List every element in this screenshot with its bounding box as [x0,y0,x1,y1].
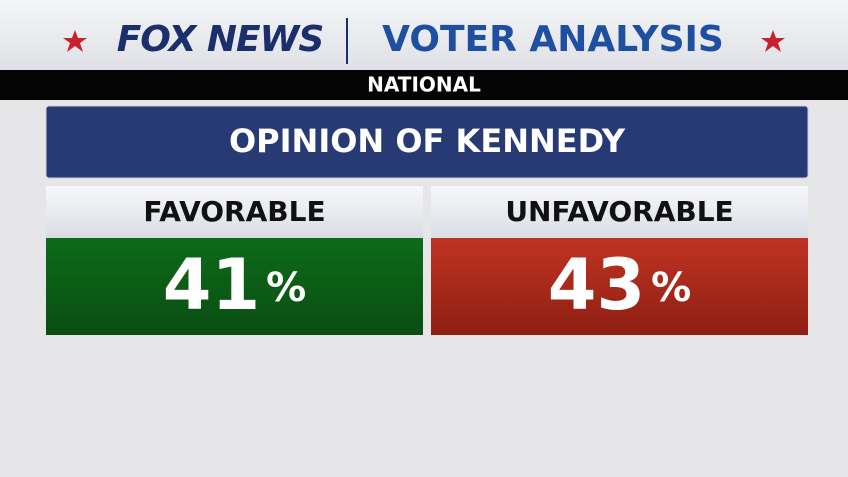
question: OPINION OF KENNEDY [229,122,626,160]
panels: FAVORABLE 41 % UNFAVORABLE 43% [46,186,808,335]
value-number: 43 [548,244,645,326]
question-box [45,105,809,179]
brand: FOX NEWS [117,19,324,60]
region-bar [0,70,848,100]
star [63,30,87,52]
star [761,30,785,52]
title: VOTER ANALYSIS [382,19,724,60]
panel-header [46,186,423,238]
region: NATIONAL [367,73,481,97]
panel-body [46,238,423,335]
panel-header [431,186,808,238]
value-unit: % [651,265,691,311]
option-label: FAVORABLE [143,195,325,228]
panel-body [431,238,808,335]
option-value: 41% [163,244,307,326]
option-value: 43% [548,244,692,326]
option-label: UNFAVORABLE [505,195,733,228]
value-number: 41 [163,244,260,326]
top-band [0,0,848,70]
value-unit: % [266,265,306,311]
